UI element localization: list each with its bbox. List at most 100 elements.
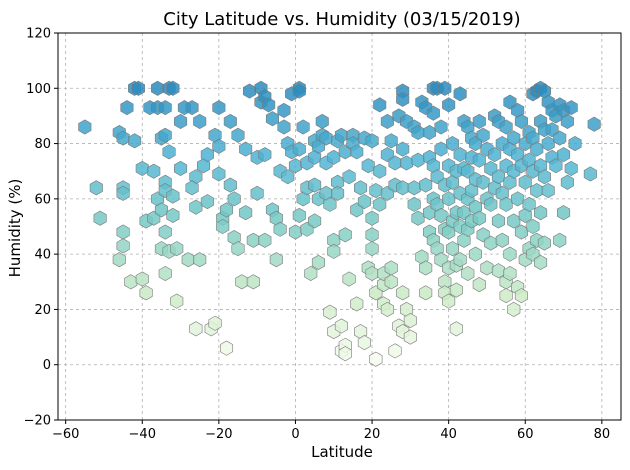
scatter-point (457, 232, 471, 248)
scatter-point (422, 124, 437, 141)
scatter-point (518, 174, 532, 190)
scatter-point (373, 97, 387, 113)
scatter-point (388, 343, 402, 359)
scatter-point (549, 158, 563, 174)
scatter-point (541, 136, 555, 152)
scatter-point (350, 296, 364, 312)
scatter-point (288, 224, 302, 240)
scatter-point (373, 196, 387, 212)
scatter-point (365, 227, 379, 243)
scatter-point (534, 254, 548, 270)
scatter-point (158, 224, 172, 240)
scatter-point (265, 111, 280, 127)
scatter-point (208, 315, 222, 331)
scatter-point (553, 130, 567, 146)
scatter-point (537, 235, 551, 251)
scatter-point (258, 147, 272, 163)
scatter-point (170, 241, 184, 257)
scatter-point (522, 196, 536, 212)
x-tick-label: −20 (205, 427, 232, 442)
scatter-point (304, 265, 318, 282)
scatter-point (158, 127, 172, 143)
scatter-point (564, 100, 578, 116)
scatter-point (185, 180, 199, 196)
scatter-point (442, 191, 456, 207)
scatter-point (461, 265, 475, 282)
scatter-point (338, 227, 352, 243)
scatter-point (511, 191, 525, 207)
scatter-point (223, 177, 237, 193)
scatter-point (250, 185, 264, 201)
scatter-point (246, 232, 260, 248)
scatter-point (480, 260, 494, 276)
scatter-point (273, 221, 287, 237)
scatter-point (181, 252, 195, 268)
scatter-point (491, 169, 505, 185)
scatter-point (174, 113, 188, 130)
y-tick-label: 20 (34, 303, 51, 318)
scatter-point (442, 97, 456, 113)
scatter-point (468, 246, 482, 262)
scatter-point (93, 210, 107, 226)
scatter-point (534, 205, 548, 221)
scatter-point (331, 185, 345, 201)
scatter-point (116, 185, 130, 201)
scatter-point (342, 169, 356, 185)
scatter-point (315, 113, 329, 130)
scatter-point (449, 321, 463, 337)
scatter-point (158, 265, 172, 282)
x-tick-label: 0 (291, 427, 299, 442)
scatter-point (147, 163, 161, 179)
scatter-point (334, 318, 348, 334)
scatter-point (560, 174, 574, 190)
scatter-point (357, 335, 371, 351)
scatter-point (235, 274, 249, 290)
scatter-point (419, 260, 433, 276)
scatter-point (231, 241, 245, 257)
scatter-point (231, 127, 245, 143)
scatter-point (476, 174, 490, 190)
scatter-point (411, 152, 425, 168)
scatter-point (503, 246, 517, 262)
scatter-point (277, 119, 291, 135)
scatter-point (507, 130, 521, 146)
scatter-point (384, 133, 398, 149)
y-tick-label: 100 (26, 82, 51, 97)
scatter-point (380, 113, 394, 130)
x-tick-label: −60 (52, 427, 79, 442)
scatter-point (449, 282, 463, 298)
x-tick-label: 20 (364, 427, 381, 442)
scatter-point (197, 158, 211, 174)
data-points (78, 80, 601, 367)
scatter-point (212, 100, 226, 116)
y-axis-label: Humidity (%) (6, 179, 24, 278)
x-tick-label: −40 (129, 427, 156, 442)
scatter-point (499, 119, 513, 135)
scatter-point (193, 113, 207, 130)
scatter-point (403, 329, 417, 345)
scatter-point (135, 160, 149, 176)
scatter-point (128, 133, 142, 149)
y-tick-label: 0 (43, 358, 51, 373)
axis-ticks: −60 −40 −20 0 20 40 60 80 −20 0 20 40 60 80 100 120 (24, 27, 611, 443)
scatter-point (323, 304, 337, 320)
scatter-point (189, 199, 203, 215)
scatter-point (373, 163, 387, 179)
scatter-point (369, 183, 383, 199)
scatter-point (453, 147, 467, 163)
plot-frame (57, 32, 622, 421)
scatter-point (292, 141, 306, 157)
x-tick-label: 80 (594, 427, 611, 442)
scatter-point (557, 205, 571, 221)
chart-title: City Latitude vs. Humidity (03/15/2019) (163, 9, 520, 30)
scatter-point (116, 130, 130, 146)
scatter-point (281, 169, 295, 185)
scatter-point (583, 166, 597, 182)
scatter-point (396, 285, 410, 301)
scatter-point (503, 265, 517, 282)
scatter-point (219, 202, 234, 218)
scatter-point (495, 232, 509, 248)
scatter-point (162, 144, 176, 160)
scatter-point (514, 288, 528, 304)
